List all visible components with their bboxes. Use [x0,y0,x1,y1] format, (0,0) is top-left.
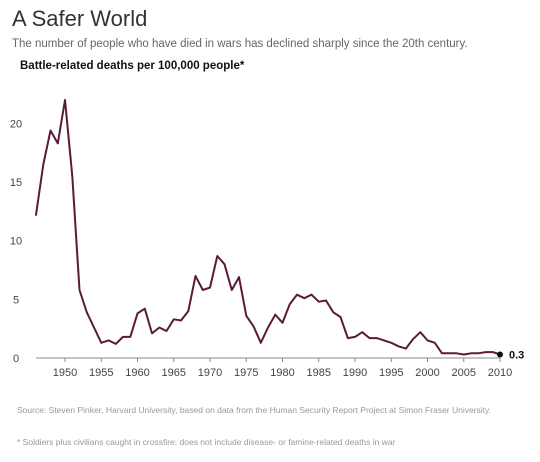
x-tick-label: 1990 [343,367,367,379]
x-tick-label: 2010 [488,367,512,379]
series-group: 0.3 [35,99,524,361]
end-value-label: 0.3 [509,349,524,361]
x-tick-label: 2000 [415,367,439,379]
y-tick-label: 15 [10,177,22,189]
x-tick-label: 2005 [452,367,476,379]
source-note: Source: Steven Pinker, Harvard Universit… [17,405,491,415]
y-tick-label: 0 [13,353,19,365]
x-tick-label: 1970 [198,367,222,379]
chart-title: A Safer World [12,6,148,31]
x-tick-label: 1955 [89,367,113,379]
x-tick-label: 1995 [379,367,403,379]
series-line [35,99,501,356]
x-tick-label: 1975 [234,367,258,379]
x-tick-label: 1950 [53,367,77,379]
x-tick-label: 1960 [125,367,149,379]
chart-subtitle: The number of people who have died in wa… [12,38,468,50]
footnote: * Soldiers plus civilians caught in cros… [17,437,396,447]
x-tick-label: 1965 [162,367,186,379]
x-tick-label: 1980 [270,367,294,379]
y-tick-labels: 0 5 10 15 20 [10,118,22,365]
x-axis: 1950 1955 1960 1965 1970 1975 1980 1985 1990 1995… [36,357,512,379]
y-tick-label: 10 [10,236,22,248]
y-axis-label: Battle-related deaths per 100,000 people… [20,60,245,72]
y-tick-label: 5 [13,294,19,306]
y-tick-label: 20 [10,118,22,130]
x-tick-label: 1985 [307,367,331,379]
end-point-marker [497,351,503,358]
